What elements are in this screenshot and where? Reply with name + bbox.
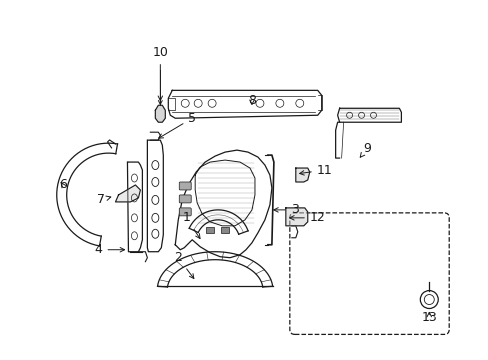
Text: 9: 9: [360, 141, 371, 157]
Text: 11: 11: [299, 163, 332, 176]
Bar: [206, 227, 214, 233]
Text: 6: 6: [59, 179, 66, 192]
Text: 8: 8: [247, 94, 255, 107]
Bar: [221, 227, 228, 233]
FancyBboxPatch shape: [179, 208, 191, 216]
Polygon shape: [285, 208, 307, 226]
Text: 7: 7: [96, 193, 111, 206]
Text: 4: 4: [95, 243, 124, 256]
Text: 12: 12: [289, 211, 325, 224]
FancyBboxPatch shape: [179, 195, 191, 203]
Text: 1: 1: [182, 211, 200, 239]
FancyBboxPatch shape: [179, 182, 191, 190]
Text: 10: 10: [152, 46, 168, 100]
Polygon shape: [155, 105, 165, 122]
Text: 3: 3: [273, 203, 298, 216]
Text: 13: 13: [421, 311, 436, 324]
Text: 2: 2: [174, 251, 193, 279]
Polygon shape: [115, 185, 140, 202]
Text: 5: 5: [158, 112, 196, 138]
Polygon shape: [295, 168, 309, 182]
